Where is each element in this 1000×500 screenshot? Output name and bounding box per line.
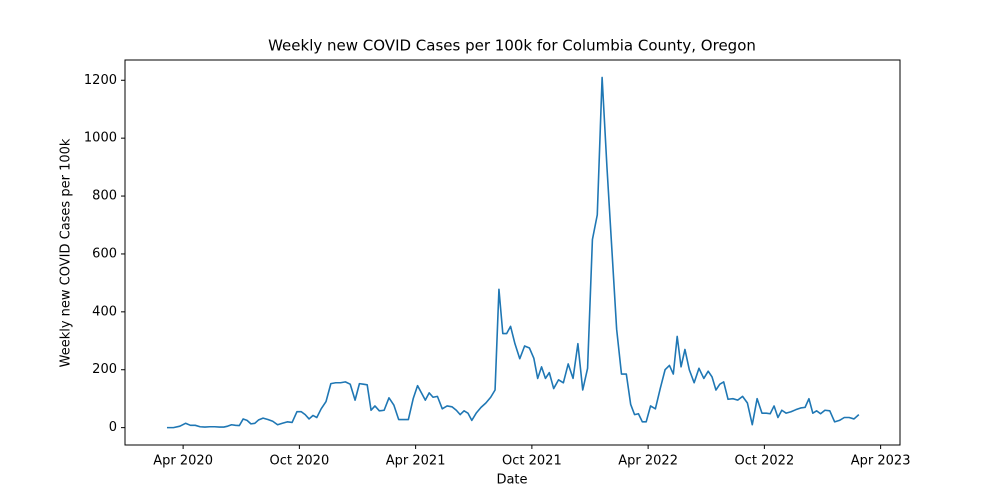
- x-tick-label: Apr 2022: [618, 454, 678, 469]
- y-tick-label: 1000: [84, 131, 117, 146]
- chart-title: Weekly new COVID Cases per 100k for Colu…: [268, 37, 756, 55]
- y-tick-label: 400: [92, 304, 117, 319]
- y-tick-label: 200: [92, 362, 117, 377]
- x-tick-label: Oct 2021: [502, 454, 562, 469]
- x-tick-label: Oct 2022: [735, 454, 795, 469]
- y-tick-label: 0: [109, 420, 117, 435]
- x-tick-label: Apr 2023: [851, 454, 911, 469]
- y-tick-label: 1200: [84, 73, 117, 88]
- x-axis-label: Date: [496, 473, 527, 488]
- data-line: [166, 76, 860, 429]
- y-tick-label: 800: [92, 189, 117, 204]
- plot-frame: [124, 59, 901, 446]
- x-tick-label: Apr 2020: [153, 454, 213, 469]
- x-tick-label: Apr 2021: [386, 454, 446, 469]
- y-tick-label: 600: [92, 246, 117, 261]
- x-tick-label: Oct 2020: [270, 454, 330, 469]
- y-axis-label: Weekly new COVID Cases per 100k: [59, 138, 74, 367]
